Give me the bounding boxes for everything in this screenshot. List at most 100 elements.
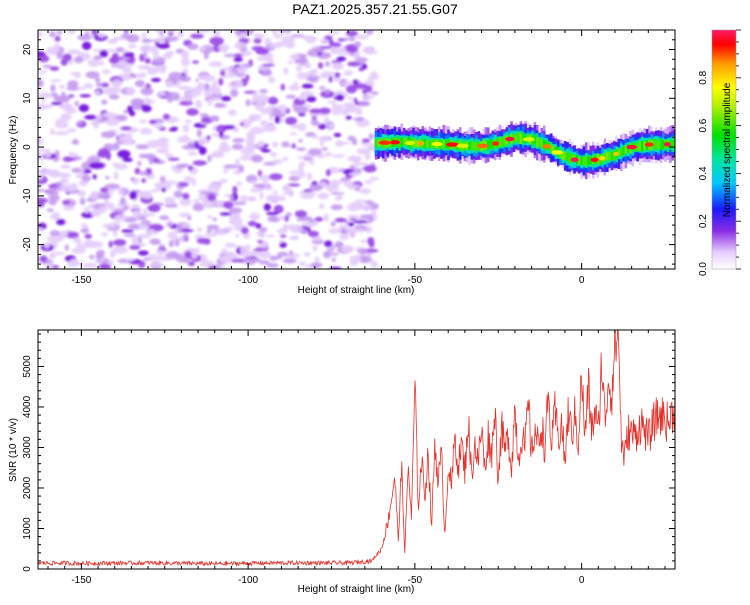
noise-blob: [245, 74, 250, 82]
track-peak: [446, 142, 459, 147]
noise-blob: [250, 180, 257, 184]
snr-plot-area: [38, 330, 675, 569]
noise-blob: [239, 195, 249, 203]
snr-y-tick-label: 2000: [22, 476, 33, 499]
noise-blob: [247, 220, 257, 227]
noise-blob: [363, 164, 377, 173]
track-cell: [428, 140, 432, 148]
track-peak: [626, 144, 637, 150]
noise-blob: [234, 41, 247, 50]
snr-x-label: Height of straight line (km): [298, 584, 415, 595]
noise-blob: [38, 103, 47, 111]
noise-blob: [149, 238, 161, 245]
noise-blob: [305, 35, 317, 44]
noise-blob: [197, 227, 203, 232]
noise-blob: [228, 207, 243, 214]
noise-blob: [330, 46, 336, 55]
noise-blob: [284, 215, 289, 222]
noise-blob: [222, 168, 229, 174]
noise-blob: [335, 94, 345, 101]
noise-blob: [252, 183, 265, 188]
noise-blob: [296, 64, 303, 72]
track-peak: [417, 141, 425, 146]
noise-blob: [270, 151, 278, 157]
noise-blob: [109, 56, 119, 64]
track-cell: [442, 139, 446, 149]
noise-blob: [253, 248, 268, 252]
noise-blob: [359, 162, 369, 166]
track-cell: [426, 139, 429, 148]
noise-blob: [76, 120, 83, 126]
noise-blob: [304, 62, 312, 69]
noise-blob: [206, 229, 212, 233]
noise-blob: [289, 132, 297, 136]
track-peak: [477, 143, 489, 149]
track-peak: [390, 140, 401, 145]
noise-blob: [203, 88, 214, 98]
noise-blob: [63, 53, 72, 62]
track-cell: [538, 137, 541, 147]
noise-blob: [120, 126, 132, 131]
noise-blob: [196, 237, 209, 244]
noise-blob: [299, 195, 314, 199]
noise-blob: [309, 112, 320, 118]
noise-blob: [342, 81, 356, 85]
noise-blob: [123, 233, 135, 237]
noise-blob: [50, 128, 55, 135]
track-peak: [431, 141, 443, 147]
noise-blob: [298, 161, 306, 167]
noise-blob: [213, 266, 229, 269]
noise-blob: [144, 57, 151, 64]
noise-blob: [113, 171, 119, 180]
noise-blob: [181, 223, 191, 227]
track-cell: [498, 137, 502, 148]
noise-blob: [334, 103, 343, 111]
noise-blob: [349, 172, 361, 177]
noise-blob: [255, 223, 262, 229]
noise-blob: [236, 65, 248, 74]
noise-blob: [234, 158, 240, 167]
noise-blob: [95, 89, 101, 97]
noise-blob: [219, 178, 228, 184]
noise-blob: [60, 113, 72, 122]
noise-blob: [330, 204, 343, 211]
noise-blob: [261, 63, 275, 67]
noise-blob: [138, 119, 148, 124]
noise-blob: [310, 262, 323, 269]
noise-blob: [180, 57, 190, 67]
noise-blob: [46, 190, 59, 197]
noise-blob: [199, 46, 207, 51]
noise-blob: [63, 206, 75, 211]
noise-blob: [344, 103, 356, 112]
noise-blob: [158, 65, 166, 74]
noise-blob: [84, 233, 92, 239]
noise-blob: [98, 205, 107, 214]
noise-blob: [230, 89, 239, 97]
noise-blob: [220, 70, 226, 77]
noise-blob: [327, 100, 338, 104]
noise-blob: [335, 90, 345, 95]
noise-blob: [147, 229, 156, 235]
noise-blob: [280, 234, 287, 238]
noise-blob: [122, 66, 132, 74]
noise-blob: [220, 141, 229, 149]
noise-blob: [38, 176, 44, 181]
noise-blob: [210, 84, 216, 91]
colorbar-label: Normalized spectral amplitude: [722, 82, 733, 217]
noise-blob: [122, 157, 133, 162]
noise-blob: [349, 255, 362, 263]
track-cell: [561, 151, 565, 161]
noise-blob: [239, 50, 253, 56]
noise-blob: [290, 34, 305, 38]
noise-blob: [257, 169, 262, 177]
noise-blob: [363, 180, 374, 185]
noise-blob: [273, 204, 284, 214]
noise-blob: [239, 30, 247, 33]
noise-blob: [249, 126, 265, 135]
noise-blob: [307, 48, 321, 57]
noise-blob: [164, 180, 177, 185]
noise-blob: [113, 245, 128, 254]
noise-blob: [323, 251, 331, 259]
noise-blob: [50, 92, 59, 97]
